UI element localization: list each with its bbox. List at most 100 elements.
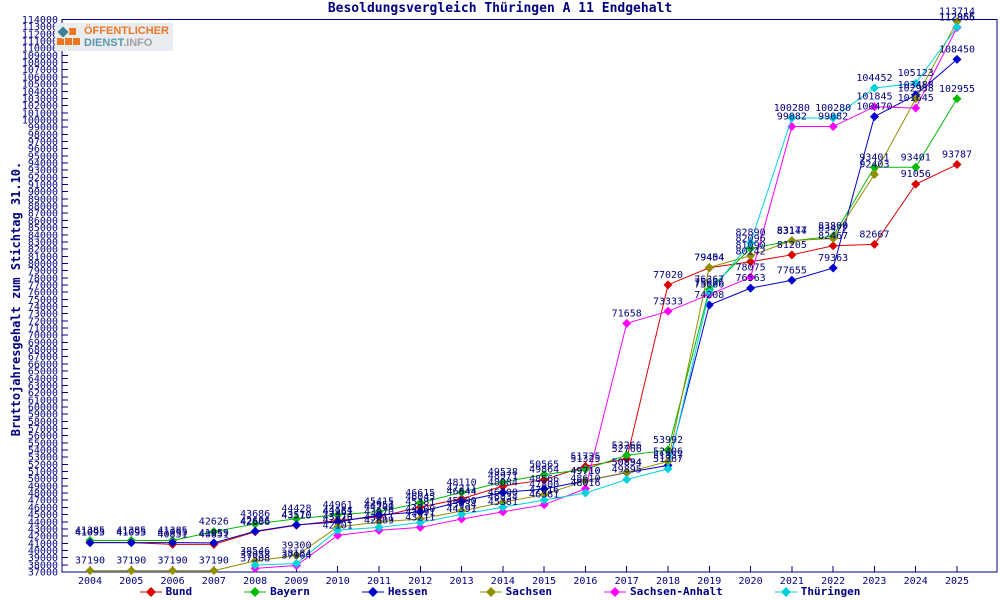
- data-point-label: 49710: [570, 466, 600, 477]
- x-tick-label: 2015: [532, 576, 556, 587]
- series-line-sachsen: [90, 21, 958, 572]
- y-tick-label: 107000: [22, 65, 58, 76]
- data-point-hessen: [746, 283, 756, 293]
- data-point-label: 79454: [694, 252, 724, 263]
- data-point-sachsen: [209, 566, 219, 576]
- data-point-label: 108450: [939, 44, 975, 55]
- y-tick-label: 77000: [28, 280, 58, 291]
- data-point-label: 48110: [447, 477, 477, 488]
- data-point-sachsen: [704, 262, 714, 272]
- y-tick-label: 53000: [28, 453, 58, 464]
- data-point-hessen: [498, 487, 508, 497]
- data-point-label: 46381: [529, 490, 559, 501]
- y-tick-label: 113000: [22, 22, 58, 33]
- logo-line1: ÖFFENTLICHER: [84, 25, 169, 37]
- data-point-label: 77020: [653, 270, 683, 281]
- x-tick-label: 2016: [573, 576, 597, 587]
- y-tick-label: 45000: [28, 510, 58, 521]
- data-point-label: 49538: [488, 467, 518, 478]
- legend-label: Bund: [165, 585, 193, 598]
- y-tick-label: 106000: [22, 72, 58, 83]
- series-line-bund: [90, 164, 958, 545]
- data-point-label: 45381: [488, 497, 518, 508]
- y-tick-label: 100000: [22, 115, 58, 126]
- data-point-label: 79363: [818, 253, 848, 264]
- data-point-sachsen: [911, 94, 921, 104]
- data-point-thüringen: [498, 502, 508, 512]
- y-tick-label: 40000: [28, 546, 58, 557]
- data-point-label: 76563: [736, 273, 766, 284]
- y-tick-label: 101000: [22, 108, 58, 119]
- data-point-bayern: [209, 527, 219, 537]
- data-point-bayern: [911, 162, 921, 172]
- data-point-label: 47211: [447, 484, 477, 495]
- y-tick-label: 99000: [28, 123, 58, 134]
- data-point-label: 77655: [777, 265, 807, 276]
- data-point-label: 48084: [488, 477, 518, 488]
- data-point-sachsen-anhalt: [828, 122, 838, 132]
- data-point-label: 44391: [447, 504, 477, 515]
- data-point-thüringen: [911, 78, 921, 88]
- data-point-sachsen: [168, 566, 178, 576]
- data-point-label: 37190: [116, 556, 146, 567]
- data-point-label: 43211: [405, 512, 435, 523]
- data-point-label: 112866: [939, 13, 975, 24]
- data-point-label: 46615: [405, 488, 435, 499]
- y-tick-label: 86000: [28, 216, 58, 227]
- y-tick-label: 56000: [28, 431, 58, 442]
- data-point-hessen: [374, 510, 384, 520]
- data-point-label: 53992: [653, 435, 683, 446]
- data-point-label: 103488: [898, 80, 934, 91]
- plot-border: [61, 19, 998, 573]
- data-point-label: 43961: [323, 507, 353, 518]
- data-point-bund: [539, 475, 549, 485]
- data-point-label: 93401: [859, 152, 889, 163]
- data-point-thüringen: [580, 488, 590, 498]
- data-point-label: 46045: [405, 492, 435, 503]
- chart-legend: Bund Bayern Hessen Sachsen Sachsen-Anhalt Thü…: [0, 585, 1000, 598]
- y-tick-label: 66000: [28, 359, 58, 370]
- data-point-sachsen: [622, 467, 632, 477]
- chart-title: Besoldungsvergleich Thüringen A 11 Endge…: [327, 1, 673, 16]
- y-tick-label: 38000: [28, 560, 58, 571]
- data-point-label: 38184: [281, 549, 311, 560]
- y-tick-label: 65000: [28, 367, 58, 378]
- series-line-thüringen: [255, 26, 958, 566]
- y-tick-label: 93000: [28, 166, 58, 177]
- data-point-thüringen: [333, 525, 343, 535]
- data-point-hessen: [869, 112, 879, 122]
- y-tick-label: 52000: [28, 460, 58, 471]
- legend-item-sachsen: Sachsen: [479, 585, 552, 598]
- y-tick-label: 87000: [28, 209, 58, 220]
- data-point-label: 37958: [240, 550, 270, 561]
- data-point-label: 48971: [488, 471, 518, 482]
- x-tick-label: 2022: [821, 576, 845, 587]
- y-tick-label: 79000: [28, 266, 58, 277]
- data-point-bayern: [539, 470, 549, 480]
- data-point-sachsen: [374, 517, 384, 527]
- data-point-label: 52406: [653, 446, 683, 457]
- y-tick-label: 103000: [22, 94, 58, 105]
- data-point-label: 43211: [364, 512, 394, 523]
- data-point-label: 76367: [694, 275, 724, 286]
- y-axis-title: Bruttojahresgehalt zum Stichtag 31.10.: [9, 161, 23, 437]
- data-point-sachsen: [498, 497, 508, 507]
- y-tick-label: 43000: [28, 524, 58, 535]
- data-point-thüringen: [828, 113, 838, 123]
- legend-label: Bayern: [270, 585, 310, 598]
- data-point-label: 45500: [447, 496, 477, 507]
- y-tick-label: 112000: [22, 29, 58, 40]
- y-tick-label: 114000: [22, 15, 58, 26]
- y-tick-label: 71000: [28, 324, 58, 335]
- data-point-thüringen: [746, 238, 756, 248]
- data-point-label: 101645: [898, 93, 934, 104]
- data-point-thüringen: [787, 113, 797, 123]
- y-tick-label: 63000: [28, 381, 58, 392]
- data-point-bund: [952, 160, 962, 170]
- data-point-sachsen: [746, 251, 756, 261]
- data-point-label: 102958: [898, 84, 934, 95]
- data-point-label: 43570: [281, 510, 311, 521]
- data-point-label: 91056: [901, 169, 931, 180]
- data-point-bund: [828, 241, 838, 251]
- y-tick-label: 54000: [28, 446, 58, 457]
